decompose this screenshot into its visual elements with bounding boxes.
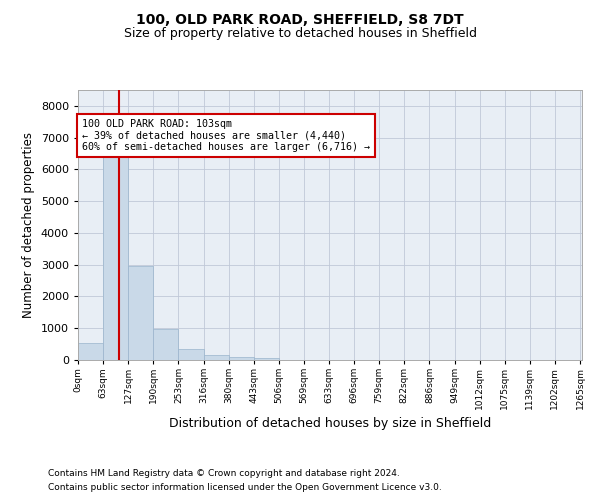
- Text: Size of property relative to detached houses in Sheffield: Size of property relative to detached ho…: [124, 28, 476, 40]
- Bar: [78, 342, 103, 360]
- Bar: [103, 156, 128, 360]
- Y-axis label: Number of detached properties: Number of detached properties: [22, 132, 35, 318]
- Text: Contains public sector information licensed under the Open Government Licence v3: Contains public sector information licen…: [48, 484, 442, 492]
- Bar: [203, 355, 229, 360]
- Bar: [178, 349, 203, 360]
- Bar: [128, 266, 154, 360]
- Bar: [154, 329, 178, 360]
- Bar: [229, 356, 254, 360]
- X-axis label: Distribution of detached houses by size in Sheffield: Distribution of detached houses by size …: [169, 418, 491, 430]
- Bar: [254, 358, 279, 360]
- Text: Contains HM Land Registry data © Crown copyright and database right 2024.: Contains HM Land Registry data © Crown c…: [48, 468, 400, 477]
- Text: 100 OLD PARK ROAD: 103sqm
← 39% of detached houses are smaller (4,440)
60% of se: 100 OLD PARK ROAD: 103sqm ← 39% of detac…: [82, 118, 370, 152]
- Text: 100, OLD PARK ROAD, SHEFFIELD, S8 7DT: 100, OLD PARK ROAD, SHEFFIELD, S8 7DT: [136, 12, 464, 26]
